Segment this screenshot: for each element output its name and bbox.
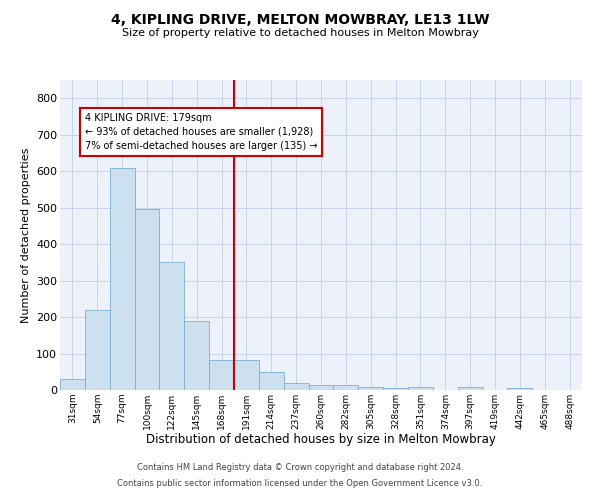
Text: Distribution of detached houses by size in Melton Mowbray: Distribution of detached houses by size … (146, 432, 496, 446)
Bar (160, 262, 184, 390)
Text: Size of property relative to detached houses in Melton Mowbray: Size of property relative to detached ho… (122, 28, 478, 38)
Bar (334, 386, 358, 390)
Bar (383, 388, 408, 390)
Y-axis label: Number of detached properties: Number of detached properties (20, 148, 31, 322)
Text: 4, KIPLING DRIVE, MELTON MOWBRAY, LE13 1LW: 4, KIPLING DRIVE, MELTON MOWBRAY, LE13 1… (111, 12, 489, 26)
Bar (408, 387, 433, 390)
Bar (358, 387, 383, 390)
Bar (209, 360, 234, 390)
Bar (234, 360, 259, 390)
Text: 4 KIPLING DRIVE: 179sqm
← 93% of detached houses are smaller (1,928)
7% of semi-: 4 KIPLING DRIVE: 179sqm ← 93% of detache… (85, 113, 317, 151)
Text: Contains HM Land Registry data © Crown copyright and database right 2024.: Contains HM Land Registry data © Crown c… (137, 464, 463, 472)
Bar (110, 168, 134, 390)
Bar (134, 210, 160, 390)
Bar (508, 388, 532, 390)
Bar (458, 387, 482, 390)
Bar (308, 386, 334, 390)
Bar (85, 310, 110, 390)
Bar (259, 372, 284, 390)
Bar (60, 379, 85, 390)
Bar (184, 322, 209, 390)
Text: Contains public sector information licensed under the Open Government Licence v3: Contains public sector information licen… (118, 478, 482, 488)
Bar (284, 384, 308, 390)
